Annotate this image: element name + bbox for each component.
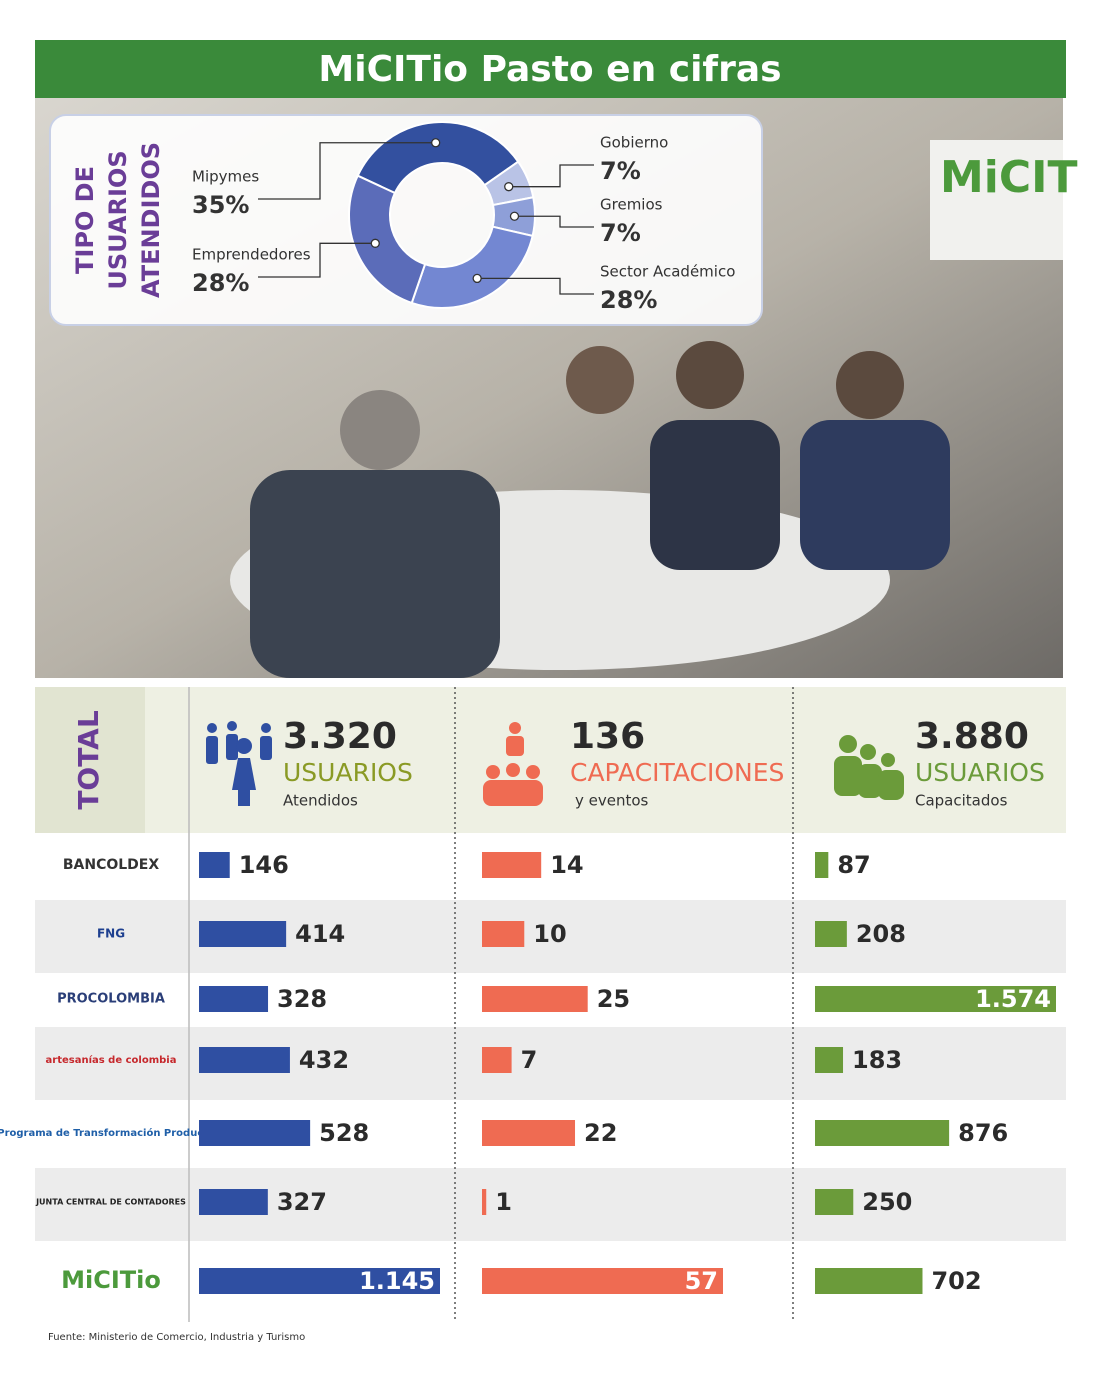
bar xyxy=(815,1120,950,1146)
bar-value-label: 183 xyxy=(852,1046,902,1074)
leader-dot xyxy=(509,211,520,221)
pie-value-label: 7% xyxy=(600,157,641,185)
pie-label: Gremios xyxy=(600,196,663,214)
pie-label: Emprendedores xyxy=(192,246,311,264)
bar xyxy=(482,921,525,947)
bar-value-label: 876 xyxy=(958,1119,1008,1147)
sponsor-logo: BANCOLDEX xyxy=(63,857,160,873)
total-name: CAPACITACIONES xyxy=(570,758,784,787)
bar-value-label: 146 xyxy=(239,851,289,879)
sponsor-logo: Programa de Transformación Productiva xyxy=(0,1127,225,1139)
leader-line xyxy=(258,242,376,278)
bar-value-label: 14 xyxy=(550,851,583,879)
bar-value-label: 208 xyxy=(856,920,906,948)
bar-chart: TOTAL BANCOLDEX FNG PROCOLOMBIA artesanías d… xyxy=(0,710,1056,1295)
bar xyxy=(815,1047,844,1073)
bar-value-label: 432 xyxy=(299,1046,349,1074)
total-value: 136 xyxy=(570,716,645,757)
leader-line xyxy=(508,164,594,188)
icon-group xyxy=(834,735,904,800)
bar-value-label: 414 xyxy=(295,920,345,948)
total-subtitle: y eventos xyxy=(575,792,649,810)
pie-slice xyxy=(348,174,427,305)
leader-line xyxy=(258,142,436,200)
pie-slice xyxy=(356,121,520,195)
sponsor-logo: JUNTA CENTRAL DE CONTADORES xyxy=(35,1198,186,1207)
bar xyxy=(482,1189,487,1215)
bar xyxy=(199,986,269,1012)
bar-value-label: 10 xyxy=(533,920,566,948)
bar xyxy=(199,852,230,878)
bar xyxy=(815,921,847,947)
bar-value-label: 327 xyxy=(277,1188,327,1216)
pie-value-label: 35% xyxy=(192,191,249,219)
svg-text:MiCIT: MiCIT xyxy=(940,152,1078,203)
bar xyxy=(815,1189,854,1215)
pie-label: Sector Académico xyxy=(600,263,735,281)
bar xyxy=(199,1189,268,1215)
donut-chart: TIPO DE USUARIOS ATENDIDOS Mipymes 35% Gobier… xyxy=(71,121,735,314)
pie-title: ATENDIDOS xyxy=(137,142,165,298)
bar-value-label: 1.145 xyxy=(359,1267,435,1295)
bar-value-label: 7 xyxy=(521,1046,538,1074)
bar-value-label: 1.574 xyxy=(975,985,1051,1013)
pie-title: TIPO DE xyxy=(71,166,99,274)
bar-value-label: 702 xyxy=(931,1267,981,1295)
bar xyxy=(482,1047,512,1073)
bar xyxy=(815,1268,923,1294)
leader-line xyxy=(514,215,594,228)
bar xyxy=(815,986,1056,1012)
total-value: 3.320 xyxy=(283,716,397,757)
bar xyxy=(199,1120,311,1146)
pie-title: USUARIOS xyxy=(104,150,132,289)
icon-training xyxy=(483,722,543,806)
bar-value-label: 528 xyxy=(319,1119,369,1147)
bar xyxy=(482,852,542,878)
donut-panel xyxy=(49,114,763,326)
total-subtitle: Capacitados xyxy=(915,792,1008,810)
bar xyxy=(815,852,829,878)
pie-label: Gobierno xyxy=(600,134,668,152)
bar xyxy=(482,986,588,1012)
bar-value-label: 25 xyxy=(597,985,630,1013)
bar-value-label: 87 xyxy=(837,851,870,879)
leader-dot xyxy=(431,138,441,148)
pie-value-label: 28% xyxy=(600,286,657,314)
total-name: USUARIOS xyxy=(283,758,413,787)
bar xyxy=(482,1120,576,1146)
bar-value-label: 22 xyxy=(584,1119,617,1147)
totals-table xyxy=(35,687,1066,1322)
bar-value-label: 250 xyxy=(862,1188,912,1216)
pie-value-label: 28% xyxy=(192,269,249,297)
leader-line xyxy=(477,277,594,295)
source-note: Fuente: Ministerio de Comercio, Industri… xyxy=(48,1332,305,1343)
total-label: TOTAL xyxy=(72,710,105,809)
icon-people xyxy=(206,721,272,806)
total-subtitle: Atendidos xyxy=(283,792,358,810)
title-bar xyxy=(35,40,1066,98)
total-value: 3.880 xyxy=(915,716,1029,757)
sponsor-logo: FNG xyxy=(97,927,125,941)
pie-value-label: 7% xyxy=(600,219,641,247)
pie-slice xyxy=(410,225,534,309)
sponsor-logo: MiCITio xyxy=(61,1266,161,1294)
bar xyxy=(199,1268,440,1294)
bar xyxy=(482,1268,723,1294)
sponsor-logo: artesanías de colombia xyxy=(46,1054,177,1066)
bar xyxy=(199,921,287,947)
bar xyxy=(199,1047,290,1073)
bar-value-label: 328 xyxy=(277,985,327,1013)
leader-dot xyxy=(504,182,514,192)
page-title: MiCITio Pasto en cifras xyxy=(318,49,781,90)
pie-label: Mipymes xyxy=(192,168,259,186)
bar-value-label: 1 xyxy=(495,1188,512,1216)
total-name: USUARIOS xyxy=(915,758,1045,787)
leader-dot xyxy=(472,273,482,284)
sponsor-logo: PROCOLOMBIA xyxy=(57,992,165,1007)
leader-dot xyxy=(370,238,380,248)
bar-value-label: 57 xyxy=(685,1267,718,1295)
